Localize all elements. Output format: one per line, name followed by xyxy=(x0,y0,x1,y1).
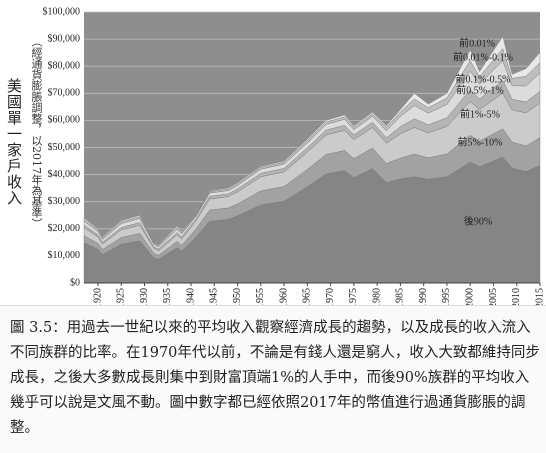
x-tick-label: 1980 xyxy=(371,288,382,305)
chart: $0 $10,000 $20,000 $30,000 $40,000 $50,000 $60… xyxy=(43,6,546,305)
x-tick-label: 2010 xyxy=(511,288,522,305)
x-tick-label: 2015 xyxy=(534,288,545,305)
x-tick-label: 1950 xyxy=(232,288,243,305)
y-tick-label: $50,000 xyxy=(48,142,81,153)
y-axis-subtitle: （經通貨膨脹調整，以2017年為基準） xyxy=(30,36,43,229)
x-tick-label: 1925 xyxy=(116,288,127,305)
y-tick-label: $10,000 xyxy=(48,250,81,261)
x-tick-label: 1975 xyxy=(348,288,359,305)
band-label: 前5%-10% xyxy=(458,135,503,148)
y-tick-label: $80,000 xyxy=(48,60,81,71)
x-tick-label: 1920 xyxy=(92,288,103,305)
y-tick-label: $100,000 xyxy=(43,6,81,17)
x-tick-label: 1955 xyxy=(255,288,266,305)
x-tick-label: 1970 xyxy=(325,288,336,305)
x-tick-label: 1945 xyxy=(209,288,220,305)
x-tick-label: 1930 xyxy=(139,288,150,305)
y-tick-label: $30,000 xyxy=(48,196,81,207)
y-tick-label: $70,000 xyxy=(48,88,81,99)
band-label: 前0.01%-0.1% xyxy=(453,50,513,63)
caption: 圖 3.5：用過去一世紀以來的平均收入觀察經濟成長的趨勢，以及成長的收入流入不同… xyxy=(0,305,546,453)
area-band xyxy=(83,35,541,247)
x-tick-label: 2005 xyxy=(488,288,499,305)
x-tick-label: 1995 xyxy=(441,288,452,305)
band-label: 前1%-5% xyxy=(460,107,500,120)
y-tick-label: $40,000 xyxy=(48,169,81,180)
y-axis-title: 美國單一家戶收入 xyxy=(5,78,23,206)
x-tick-label: 2000 xyxy=(465,288,476,305)
x-tick-label: 1935 xyxy=(162,288,173,305)
band-label: 後90% xyxy=(464,214,492,227)
x-tick-label: 1985 xyxy=(395,288,406,305)
y-tick-label: $20,000 xyxy=(48,223,81,234)
y-tick-label: $0 xyxy=(70,277,80,288)
x-tick-label: 1940 xyxy=(185,288,196,305)
x-tick-label: 1965 xyxy=(302,288,313,305)
band-label: 前0.1%-0.5% xyxy=(456,72,511,85)
y-tick-label: $60,000 xyxy=(48,115,81,126)
band-label: 前0.5%-1% xyxy=(456,83,504,96)
y-tick-label: $90,000 xyxy=(48,33,81,44)
x-tick-label: 1960 xyxy=(278,288,289,305)
band-label: 前0.01% xyxy=(459,36,495,49)
x-tick-label: 1990 xyxy=(418,288,429,305)
